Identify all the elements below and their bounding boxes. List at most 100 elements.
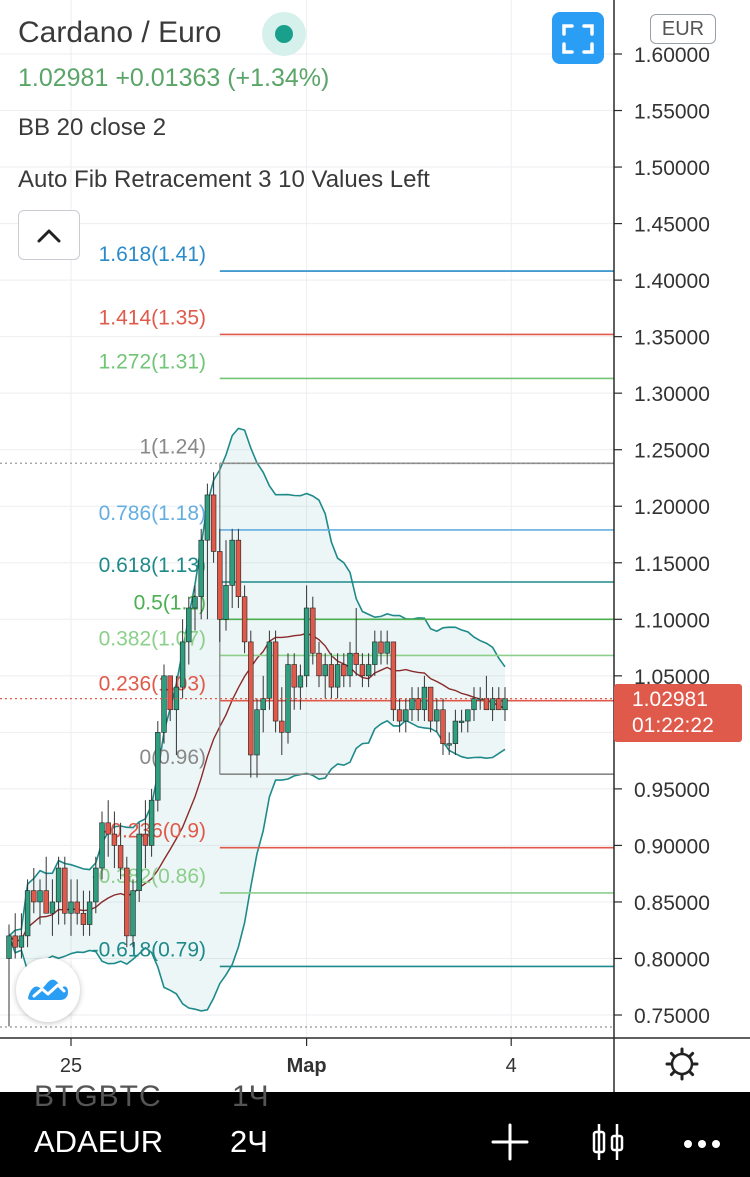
more-button[interactable]	[680, 1120, 724, 1164]
chart-type-button[interactable]	[586, 1120, 630, 1164]
previous-symbol: BTGBTC	[34, 1080, 162, 1113]
price-axis-bg	[614, 0, 750, 1092]
candle-body	[415, 698, 421, 711]
candle-body	[192, 596, 198, 609]
bar-countdown: 01:22:22	[632, 714, 714, 737]
collapse-legend-button[interactable]	[18, 210, 80, 260]
candle-body	[496, 698, 502, 711]
candle-body	[322, 664, 328, 677]
candle-body	[24, 890, 31, 937]
price-tick-label: 1.50000	[634, 157, 710, 180]
price-tick-label: 1.15000	[634, 553, 710, 576]
candle-body	[86, 901, 93, 925]
candle-body	[117, 845, 124, 869]
candle-body	[372, 641, 378, 665]
candle-body	[161, 675, 167, 733]
candle-body	[291, 664, 297, 688]
candle-body	[303, 607, 310, 677]
candle-body	[55, 867, 62, 903]
candle-body	[18, 935, 25, 948]
candle-body	[6, 935, 12, 959]
plus-icon	[491, 1123, 529, 1161]
candle-body	[378, 641, 384, 654]
add-button[interactable]	[488, 1120, 532, 1164]
candle-body	[502, 698, 508, 711]
candle-body	[136, 833, 142, 891]
fullscreen-icon	[562, 24, 594, 54]
last-price-value: 1.02981	[632, 688, 708, 711]
tradingview-logo-button[interactable]	[16, 958, 80, 1022]
candle-body	[434, 709, 440, 722]
fib-level-label: -0.618(0.79)	[92, 938, 206, 961]
auto-fib-legend[interactable]: Auto Fib Retracement 3 10 Values Left	[18, 166, 430, 193]
chevron-up-icon	[37, 229, 61, 243]
price-tick-label: 1.60000	[634, 44, 710, 67]
price-tick-label: 1.40000	[634, 270, 710, 293]
price-tick-label: 1.10000	[634, 609, 710, 632]
price-tick-label: 1.25000	[634, 440, 710, 463]
bollinger-bands-legend[interactable]: BB 20 close 2	[18, 114, 167, 141]
price-tick-label: 0.80000	[634, 948, 710, 971]
price-tick-label: 1.35000	[634, 327, 710, 350]
candle-body	[241, 596, 248, 643]
candle-body	[93, 867, 99, 903]
candle-body	[409, 698, 415, 711]
symbol-selector[interactable]: ADAEUR	[34, 1124, 164, 1159]
fib-level-label: 0.382(1.07)	[99, 627, 206, 650]
time-tick-label: Map	[287, 1055, 327, 1077]
symbol-title: Cardano / Euro	[18, 16, 222, 49]
price-tick-label: 0.90000	[634, 835, 710, 858]
candle-body	[43, 890, 49, 914]
candle-body	[198, 539, 204, 597]
price-change: 1.02981 +0.01363 (+1.34%)	[18, 64, 330, 92]
candle-body	[483, 698, 490, 711]
candle-body	[440, 709, 446, 744]
currency-badge[interactable]: EUR	[650, 14, 716, 44]
candle-body	[229, 539, 235, 586]
candle-body	[316, 652, 322, 677]
candle-body	[396, 709, 403, 722]
candle-body	[279, 720, 285, 733]
candle-body	[390, 641, 397, 711]
price-tick-label: 0.85000	[634, 892, 710, 915]
candle-body	[384, 641, 390, 654]
fib-level-label: 1.414(1.35)	[99, 306, 206, 329]
candle-body	[62, 867, 68, 914]
candle-body	[359, 664, 366, 677]
candle-body	[347, 652, 353, 677]
price-tick-label: 1.05000	[634, 666, 710, 689]
more-dots-icon	[684, 1140, 720, 1148]
fib-level-label: 0.618(1.13)	[99, 554, 206, 577]
candle-body	[68, 901, 74, 914]
price-tick-label: 1.30000	[634, 383, 710, 406]
candle-body	[297, 675, 304, 688]
tradingview-logo-icon	[28, 979, 68, 1000]
fib-level-label: 0.236(1.03)	[99, 673, 206, 696]
candle-body	[403, 709, 409, 722]
candle-body	[130, 890, 136, 937]
candle-body	[266, 641, 273, 699]
interval-selector[interactable]: 2Ч	[230, 1124, 268, 1159]
fib-level-label: -0.382(0.86)	[92, 865, 206, 888]
candles-icon	[592, 1124, 624, 1160]
fib-level-label: 0.786(1.18)	[99, 502, 206, 525]
candle-body	[452, 720, 459, 744]
candle-body	[471, 698, 477, 711]
candle-body	[217, 551, 223, 620]
candle-body	[210, 494, 217, 552]
fib-level-label: 1.618(1.41)	[99, 243, 206, 266]
candle-body	[99, 822, 105, 869]
gear-icon[interactable]	[665, 1047, 699, 1081]
candle-body	[341, 664, 347, 677]
candle-body	[310, 607, 316, 654]
fib-level-label: 0(0.96)	[139, 746, 206, 769]
candle-body	[204, 494, 211, 541]
candle-body	[334, 664, 341, 688]
candle-body	[74, 901, 80, 914]
price-tick-label: 0.75000	[634, 1005, 710, 1028]
price-chart[interactable]: 1.618(1.41) 1.414(1.35) 1.272(1.31) 1(1.24)…	[0, 0, 750, 1092]
previous-interval: 1Ч	[232, 1080, 269, 1113]
fullscreen-button[interactable]	[552, 12, 604, 64]
bb-lower-band	[8, 719, 506, 1012]
candle-body	[155, 732, 161, 801]
